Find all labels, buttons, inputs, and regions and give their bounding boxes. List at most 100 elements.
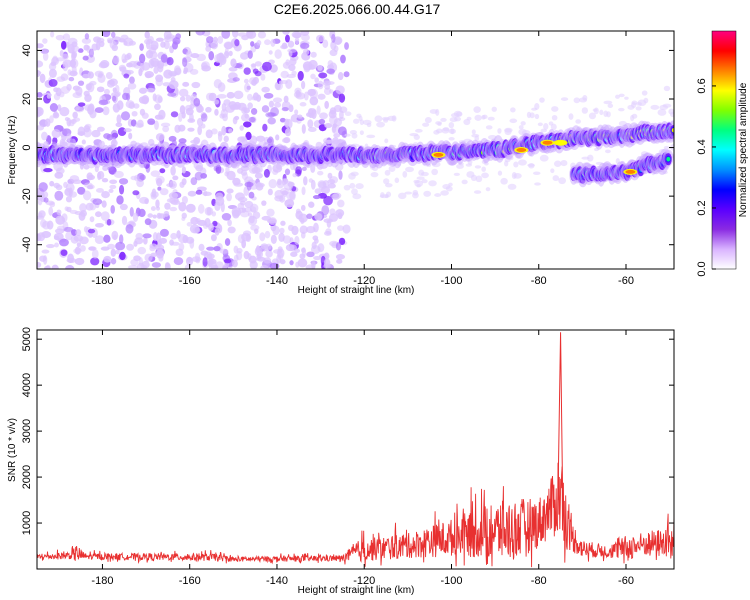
colorbar-tick-label: 0.0 xyxy=(696,261,708,276)
spectral-blob xyxy=(122,58,128,63)
spectral-blob xyxy=(124,54,131,61)
spectral-blob xyxy=(441,127,450,134)
spectral-blob xyxy=(54,190,64,201)
spectral-blob xyxy=(311,241,317,250)
spectral-blob xyxy=(295,166,303,175)
spectral-blob xyxy=(106,218,112,226)
spectral-blob xyxy=(243,67,251,75)
spectral-blob xyxy=(555,140,566,145)
spectral-blob xyxy=(471,129,476,135)
spectral-blob xyxy=(340,54,346,64)
spectral-blob xyxy=(284,128,292,137)
spectral-blob xyxy=(232,259,238,268)
spectral-blob xyxy=(265,250,273,258)
spectral-blob xyxy=(159,168,166,174)
spectral-blob xyxy=(109,40,117,49)
spectral-blob xyxy=(263,257,272,264)
spectral-blob xyxy=(128,40,136,46)
spectral-blob xyxy=(133,240,138,247)
spectral-blob xyxy=(141,260,150,269)
spectral-blob xyxy=(155,133,165,142)
spectral-blob xyxy=(115,84,120,93)
spectral-blob xyxy=(330,40,337,50)
spectral-blob xyxy=(338,170,343,180)
spectral-blob xyxy=(624,96,629,100)
spectral-blob xyxy=(388,165,396,172)
spectral-blob xyxy=(288,104,294,113)
spectral-blob xyxy=(101,200,107,208)
spectral-blob xyxy=(62,59,73,68)
spectral-blob xyxy=(256,182,262,187)
spectral-blob xyxy=(49,201,56,208)
spectral-blob xyxy=(265,243,272,250)
spectral-blob xyxy=(344,42,349,50)
spectral-blob xyxy=(88,246,96,251)
spectral-blob xyxy=(267,117,276,125)
spectral-blob xyxy=(558,177,567,185)
spectral-blob xyxy=(532,171,541,175)
spectral-blob xyxy=(453,110,463,117)
spectral-blob xyxy=(338,93,346,103)
spectral-blob xyxy=(179,96,186,102)
spectral-blob xyxy=(276,163,282,170)
spectral-blob xyxy=(327,64,335,70)
spectral-blob xyxy=(215,196,225,207)
spectral-blob xyxy=(139,174,146,181)
spectral-blob xyxy=(74,257,85,266)
spectral-blob xyxy=(376,121,385,128)
spectral-blob xyxy=(38,182,48,192)
spectral-blob xyxy=(212,220,218,227)
spectral-blob xyxy=(170,77,176,83)
spectral-blob xyxy=(37,124,45,131)
spectral-blob xyxy=(200,250,209,256)
spectral-blob xyxy=(116,114,122,124)
spectral-blob xyxy=(65,265,75,269)
spectral-blob xyxy=(314,212,323,221)
spectral-blob xyxy=(206,36,214,44)
spectral-blob xyxy=(171,241,180,246)
spectral-blob xyxy=(90,257,100,266)
spectral-blob xyxy=(68,76,75,82)
spectral-blob xyxy=(300,204,306,212)
spectral-blob xyxy=(424,116,432,124)
spectral-blob xyxy=(138,87,147,94)
spectral-blob xyxy=(77,102,86,107)
spectral-blob xyxy=(91,129,101,138)
spectral-blob xyxy=(481,172,489,179)
spectral-blob xyxy=(115,122,123,128)
spectral-blob xyxy=(144,70,155,78)
spectral-blob xyxy=(279,227,285,234)
spectral-blob xyxy=(270,38,276,47)
spectrogram-plot-frame xyxy=(36,30,675,270)
spectral-blob xyxy=(289,260,294,266)
spectral-blob xyxy=(165,33,175,39)
spectral-blob xyxy=(542,140,553,145)
spectral-blob xyxy=(158,109,166,120)
spectral-blob xyxy=(267,188,273,196)
spectral-blob xyxy=(262,123,268,132)
spectral-blob xyxy=(279,259,286,265)
spectral-blob xyxy=(41,231,52,239)
spectral-blob xyxy=(299,253,306,260)
spectral-blob xyxy=(297,258,308,268)
spectral-blob xyxy=(43,197,49,203)
spectral-blob xyxy=(297,114,303,119)
spectral-blob xyxy=(513,172,522,179)
spectral-blob xyxy=(578,97,588,103)
spectral-blob xyxy=(42,38,48,44)
spectral-blob xyxy=(437,122,442,126)
spectral-blob xyxy=(50,31,55,38)
spectral-blob xyxy=(157,63,164,73)
spectral-blob xyxy=(118,234,124,244)
spectral-blob xyxy=(445,185,453,192)
spectral-blob xyxy=(79,203,87,213)
spectral-blob xyxy=(56,225,66,231)
spectral-blob xyxy=(343,71,350,78)
spectral-blob xyxy=(212,36,218,44)
spectral-blob xyxy=(132,190,140,196)
spectral-blob xyxy=(335,254,346,260)
spectral-blob xyxy=(150,206,157,211)
spectral-blob xyxy=(213,99,220,105)
spectral-blob xyxy=(429,109,438,114)
spectral-blob xyxy=(309,96,319,106)
